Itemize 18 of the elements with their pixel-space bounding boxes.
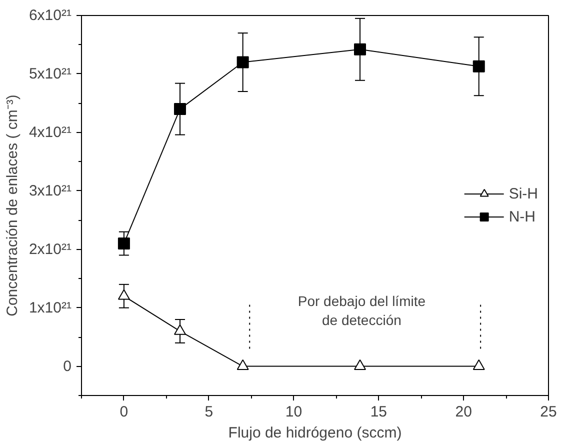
- y-tick-label: 0: [63, 358, 72, 375]
- x-tick-label: 5: [204, 404, 214, 420]
- y-tick-label: 5x10²¹: [28, 65, 72, 82]
- x-tick-label: 0: [120, 404, 128, 420]
- y-axis-title: Concentración de enlaces ( cm⁻³): [4, 94, 21, 316]
- legend-label: N-H: [508, 208, 536, 225]
- x-tick-label: 20: [455, 404, 472, 420]
- y-tick-label: 6x10²¹: [28, 7, 72, 24]
- legend-label: Si-H: [508, 185, 538, 202]
- y-tick-label: 3x10²¹: [28, 182, 72, 200]
- annotation: Por debajo del límite de detección: [298, 292, 426, 328]
- y-tick-label: 2x10²¹: [28, 240, 72, 258]
- y-tick-label: 1x10²¹: [28, 299, 72, 316]
- x-tick-label: 25: [540, 404, 557, 420]
- x-axis-title: Flujo de hidrógeno (sccm): [228, 424, 402, 442]
- x-tick-label: 15: [370, 404, 388, 420]
- y-tick-label: 4x10²¹: [28, 124, 72, 141]
- x-tick-label: 10: [285, 404, 302, 420]
